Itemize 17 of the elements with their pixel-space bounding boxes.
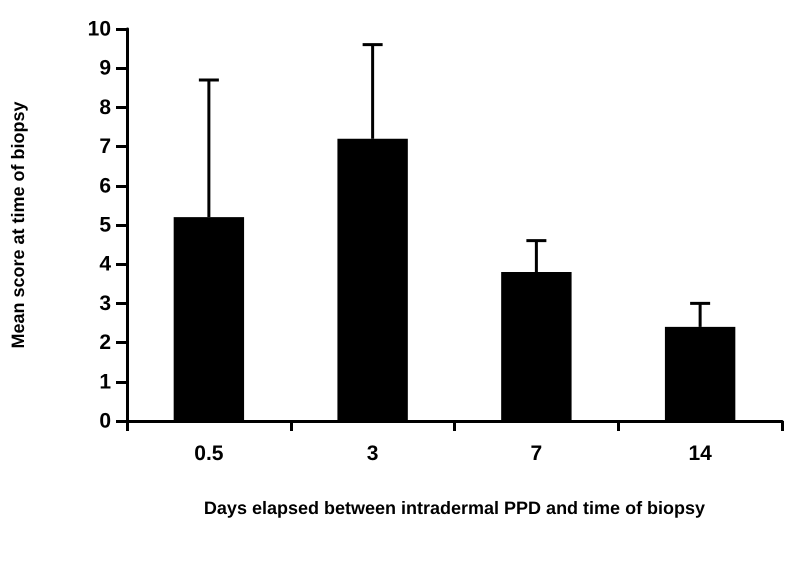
y-tick-label: 9 <box>99 56 111 80</box>
x-tick-label: 0.5 <box>194 442 224 465</box>
y-tick-label: 6 <box>99 174 111 198</box>
y-tick-label: 10 <box>88 18 111 40</box>
y-tick-label: 4 <box>99 252 112 276</box>
x-tick-label: 7 <box>530 442 542 465</box>
y-tick-label: 0 <box>99 410 111 432</box>
y-tick-label: 5 <box>99 214 112 236</box>
y-tick-label: 3 <box>99 292 111 315</box>
x-axis-title: Days elapsed between intradermal PPD and time of biopsy <box>204 498 706 518</box>
y-tick-label: 1 <box>99 370 112 394</box>
y-axis-title: Mean score at time of biopsy <box>8 101 28 349</box>
y-tick-label: 2 <box>99 331 111 354</box>
y-tick-label: 8 <box>99 96 112 119</box>
x-tick-label: 14 <box>688 442 712 465</box>
x-tick-label: 3 <box>366 442 378 465</box>
y-tick-label: 7 <box>99 135 111 158</box>
